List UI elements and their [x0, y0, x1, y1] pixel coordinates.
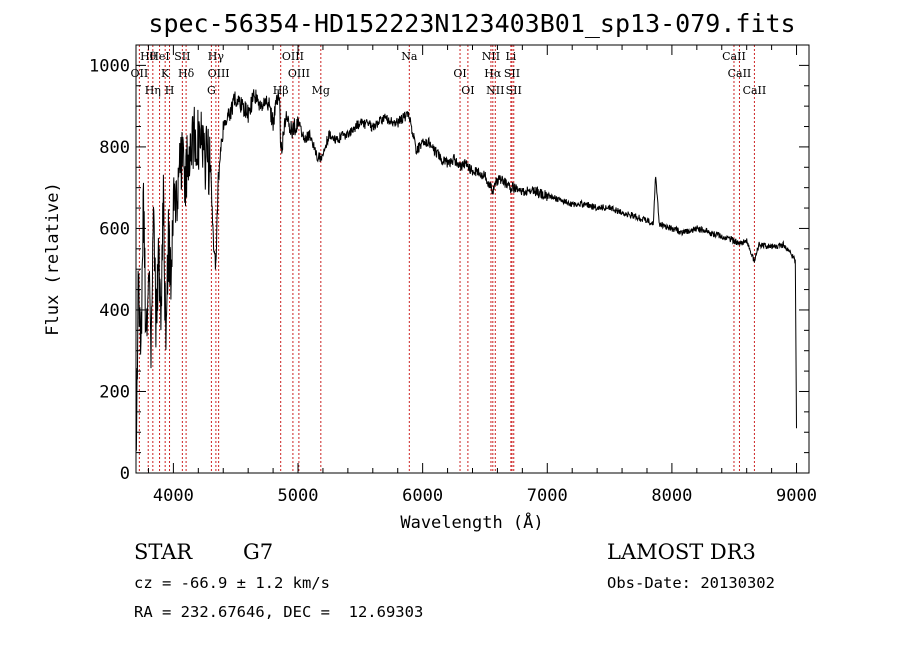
x-axis-label: Wavelength (Å) — [400, 511, 543, 533]
plot-frame — [135, 44, 810, 474]
chart-title: spec-56354-HD152223N123403B01_sp13-079.f… — [148, 9, 795, 38]
line-label: G — [207, 84, 216, 97]
y-tick-label: 800 — [99, 138, 130, 158]
spectral-subclass: G7 — [243, 540, 274, 564]
y-tick-label: 600 — [99, 219, 130, 239]
line-label: H — [165, 84, 175, 97]
y-tick-label: 1000 — [89, 56, 130, 76]
x-axis-ticks: 4000 5000 6000 7000 8000 9000 — [147, 45, 817, 506]
line-label: NII — [486, 84, 504, 97]
spectrum-line — [135, 89, 797, 451]
y-tick-label: 200 — [99, 382, 130, 402]
line-label: Hγ — [208, 50, 225, 63]
emission-line-labels: HθOIIHηHeIKHSIIHδGHγOIIIHβOIIIOIIIMgNaOI… — [131, 50, 767, 97]
line-label: K — [161, 67, 170, 80]
x-tick-label: 4000 — [153, 486, 194, 506]
line-label: HeI — [149, 50, 169, 63]
spectrum-series — [135, 89, 797, 451]
line-label: OIII — [282, 50, 304, 63]
line-label: OIII — [288, 67, 310, 80]
x-tick-label: 9000 — [776, 486, 817, 506]
line-label: NII — [482, 50, 500, 63]
line-label: Na — [401, 50, 418, 63]
line-label: Hη — [145, 84, 161, 97]
x-tick-label: 5000 — [278, 486, 319, 506]
y-axis-label: Flux (relative) — [43, 182, 63, 336]
line-label: OIII — [208, 67, 230, 80]
line-label: Mg — [312, 84, 330, 97]
y-tick-label: 400 — [99, 301, 130, 321]
obs-date: Obs-Date: 20130302 — [607, 574, 775, 592]
line-label: SII — [506, 84, 522, 97]
line-label: CaII — [722, 50, 746, 63]
redshift-readout: cz = -66.9 ± 1.2 km/s — [134, 574, 330, 592]
survey-name: LAMOST DR3 — [607, 540, 756, 564]
line-label: CaII — [728, 67, 752, 80]
line-label: OII — [131, 67, 149, 80]
line-label: Hβ — [273, 84, 289, 97]
line-label: Li — [505, 50, 516, 63]
line-label: SII — [174, 50, 190, 63]
line-label: OI — [461, 84, 474, 97]
line-label: OI — [453, 67, 466, 80]
y-tick-label: 0 — [120, 464, 130, 484]
line-label: Hα — [484, 67, 502, 80]
line-label: SII — [504, 67, 520, 80]
object-class: STAR — [134, 540, 193, 564]
y-axis-ticks: 0 200 400 600 800 1000 — [89, 56, 809, 484]
x-tick-label: 7000 — [527, 486, 568, 506]
line-label: Hθ — [140, 50, 157, 63]
line-label: Hδ — [178, 67, 195, 80]
line-label: CaII — [743, 84, 767, 97]
x-tick-label: 6000 — [402, 486, 443, 506]
x-tick-label: 8000 — [651, 486, 692, 506]
coordinates: RA = 232.67646, DEC = 12.69303 — [134, 603, 424, 621]
